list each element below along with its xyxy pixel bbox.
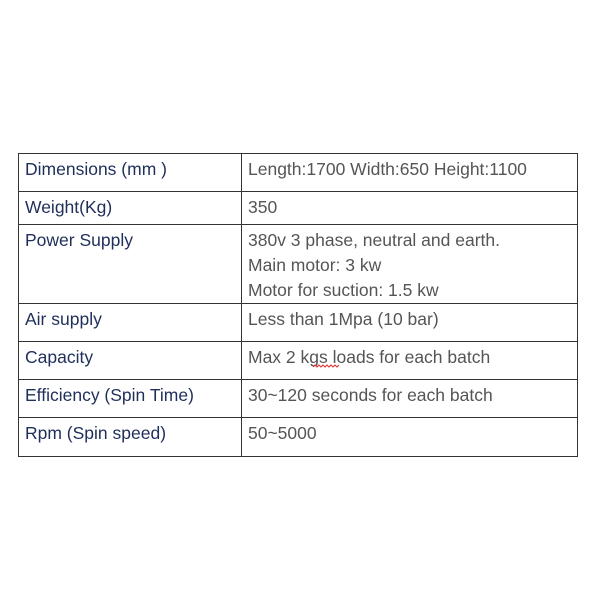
spec-value: 30~120 seconds for each batch <box>241 379 578 418</box>
cell-text: 50~5000 <box>248 423 317 443</box>
spec-label: Dimensions (mm ) <box>18 153 242 192</box>
cell-text: Main motor: 3 kw <box>248 255 382 275</box>
cell-text: 30~120 seconds for each batch <box>248 385 493 405</box>
table-row: Weight(Kg) 350 <box>18 191 578 225</box>
cell-text: Power Supply <box>25 230 133 250</box>
cell-text: Dimensions (mm ) <box>25 159 167 179</box>
cell-text: Motor for suction: 1.5 kw <box>248 280 439 300</box>
spec-label: Rpm (Spin speed) <box>18 417 242 457</box>
cell-text: 350 <box>248 197 278 217</box>
cell-text: Capacity <box>25 347 94 367</box>
spec-value: 380v 3 phase, neutral and earth. Main mot… <box>241 224 578 304</box>
spec-label: Air supply <box>18 303 242 342</box>
spec-label: Efficiency (Spin Time) <box>18 379 242 418</box>
table-row: Rpm (Spin speed) 50~5000 <box>18 417 578 457</box>
cell-text: Length:1700 Width:650 Height:1100 <box>248 159 527 179</box>
spec-label: Capacity <box>18 341 242 380</box>
cell-text: Max 2 kgs loads for each batch <box>248 347 491 367</box>
cell-text: Rpm (Spin speed) <box>25 423 167 443</box>
spec-value: Max 2 kgs loads for each batch <box>241 341 578 380</box>
table-row: Capacity Max 2 kgs loads for each batch <box>18 341 578 380</box>
cell-text: Weight(Kg) <box>25 197 113 217</box>
table-row: Air supply Less than 1Mpa (10 bar) <box>18 303 578 342</box>
spec-value: 350 <box>241 191 578 225</box>
spec-value: 50~5000 <box>241 417 578 457</box>
table-row: Dimensions (mm ) Length:1700 Width:650 He… <box>18 153 578 192</box>
cell-text: 380v 3 phase, neutral and earth. <box>248 230 500 250</box>
spec-label: Power Supply <box>18 224 242 304</box>
spellcheck-underline <box>313 364 340 368</box>
cell-text: Air supply <box>25 309 102 329</box>
cell-text: Efficiency (Spin Time) <box>25 385 194 405</box>
spec-table: Dimensions (mm ) Length:1700 Width:650 He… <box>18 153 578 457</box>
table-row: Efficiency (Spin Time) 30~120 seconds for… <box>18 379 578 418</box>
spec-label: Weight(Kg) <box>18 191 242 225</box>
spec-value: Less than 1Mpa (10 bar) <box>241 303 578 342</box>
spec-value: Length:1700 Width:650 Height:1100 <box>241 153 578 192</box>
cell-text: Less than 1Mpa (10 bar) <box>248 309 439 329</box>
table-row: Power Supply 380v 3 phase, neutral and ea… <box>18 224 578 304</box>
